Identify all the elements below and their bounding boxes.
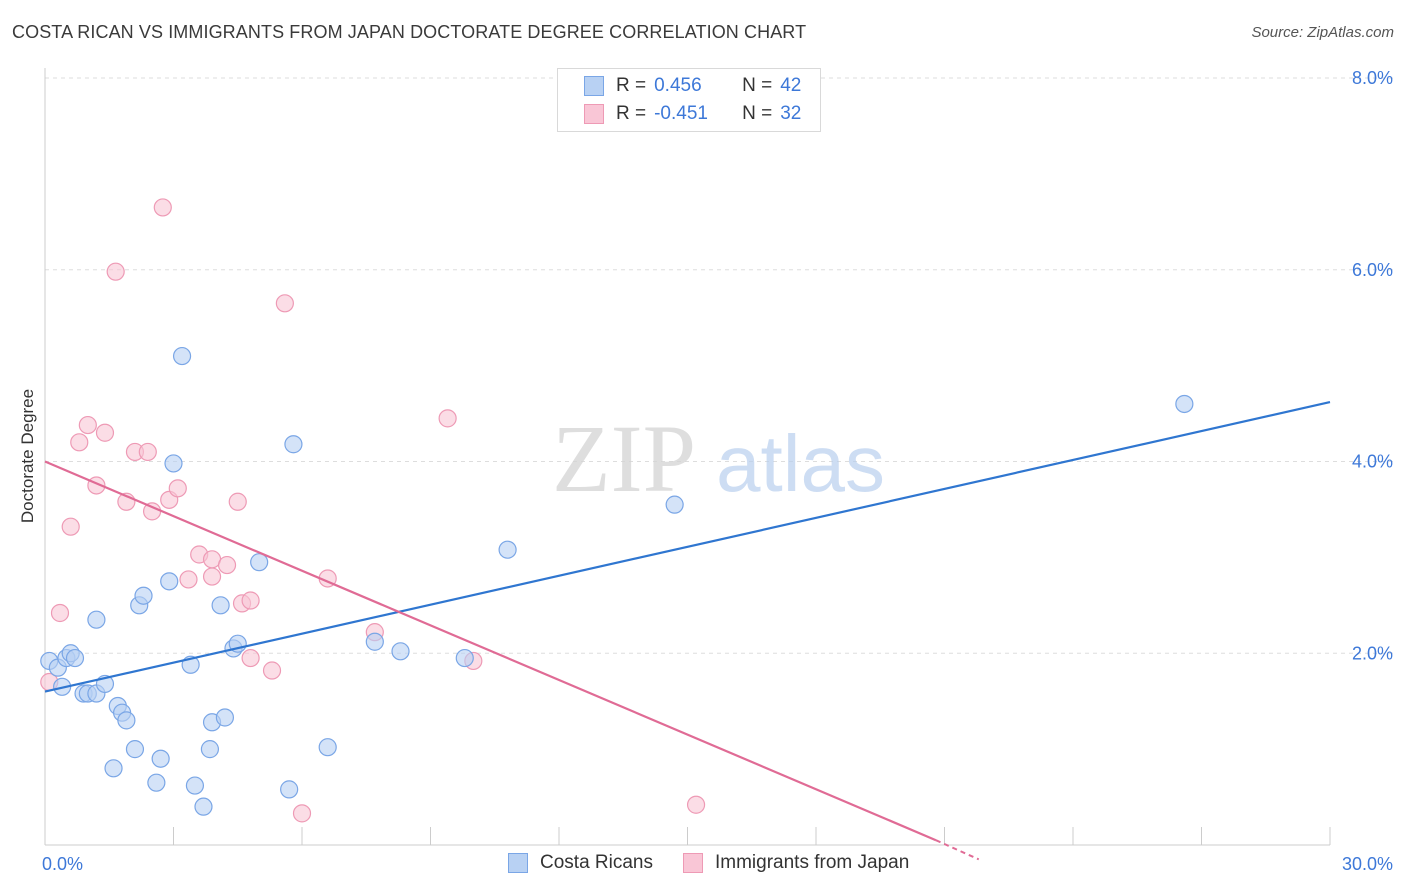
legend-r-value: 0.456 (654, 75, 702, 96)
data-point (280, 780, 299, 799)
x-tick-label: 30.0% (1342, 854, 1393, 874)
data-point (106, 262, 125, 281)
source-label: Source: ZipAtlas.com (1251, 24, 1394, 41)
axes (44, 68, 1331, 846)
trend-line-extension (935, 839, 980, 861)
legend-row-immigrants-from-japan: R = -0.451 N = 32 (584, 101, 801, 127)
legend-swatch-pink (683, 853, 703, 873)
data-point (1175, 394, 1194, 414)
x-tick-label: 0.0% (42, 854, 83, 874)
data-point (202, 567, 222, 586)
data-point (50, 603, 70, 623)
data-point (262, 661, 282, 680)
series-costa-ricans (40, 346, 1194, 816)
data-point (455, 648, 474, 668)
series-legend: Costa Ricans Immigrants from Japan (508, 852, 939, 874)
y-tick-label: 6.0% (1352, 260, 1393, 280)
legend-n-value: 32 (780, 103, 802, 124)
data-point (104, 759, 123, 778)
data-point (438, 409, 457, 428)
data-point (65, 648, 85, 668)
watermark-atlas: atlas (716, 419, 885, 508)
data-point (194, 797, 213, 816)
data-point (200, 740, 220, 759)
legend-r-label: R = (616, 75, 647, 96)
y-tick-label: 2.0% (1352, 643, 1393, 663)
data-point (78, 415, 97, 435)
legend-swatch-blue (508, 853, 528, 873)
trend-lines (44, 400, 1331, 861)
legend-n-value: 42 (780, 75, 802, 96)
data-point (151, 749, 170, 768)
legend-label-costa-ricans: Costa Ricans (540, 852, 653, 873)
data-point (61, 517, 80, 536)
data-point (211, 596, 230, 615)
data-point (125, 740, 145, 759)
data-point (138, 442, 157, 462)
data-point (391, 642, 410, 661)
data-point (185, 776, 205, 795)
data-point (215, 708, 234, 727)
correlation-legend: R = 0.456 N = 42 R = -0.451 N = 32 (557, 68, 821, 132)
data-point (70, 433, 89, 452)
legend-row-costa-ricans: R = 0.456 N = 42 (584, 73, 801, 99)
data-point (665, 495, 684, 514)
legend-n-label: N = (742, 103, 773, 124)
watermark: ZIP atlas (552, 405, 885, 512)
data-point (228, 492, 247, 511)
trend-line-immigrants-from-japan (44, 460, 937, 842)
data-point (164, 454, 183, 473)
data-point (160, 572, 179, 591)
data-point (284, 435, 303, 454)
data-point (172, 346, 192, 366)
data-point (241, 591, 260, 610)
legend-swatch-blue (584, 76, 604, 96)
grid-lines (45, 77, 1393, 654)
data-point (147, 773, 166, 792)
legend-item-costa-ricans: Costa Ricans (508, 852, 653, 874)
data-point (87, 610, 106, 629)
data-point (217, 555, 237, 575)
data-point (168, 479, 187, 498)
data-point (134, 586, 153, 605)
chart-title: COSTA RICAN VS IMMIGRANTS FROM JAPAN DOC… (12, 22, 807, 42)
legend-label-immigrants-from-japan: Immigrants from Japan (715, 852, 910, 873)
data-point (179, 570, 198, 589)
legend-r-value: -0.451 (654, 103, 708, 124)
data-point (275, 294, 294, 313)
data-point (498, 540, 517, 559)
watermark-zip: ZIP (552, 405, 696, 512)
data-point (95, 423, 115, 442)
legend-swatch-pink (584, 104, 604, 124)
data-point (153, 198, 172, 217)
trend-line-costa-ricans (44, 400, 1331, 693)
y-tick-label: 8.0% (1352, 68, 1393, 88)
data-point (241, 648, 260, 668)
data-point (292, 804, 312, 823)
legend-r-label: R = (616, 103, 647, 124)
data-point (318, 738, 337, 757)
y-tick-label: 4.0% (1352, 452, 1393, 472)
tick-labels: 2.0% 4.0% 6.0% 8.0% 0.0% 30.0% (42, 68, 1393, 874)
data-point (117, 711, 136, 730)
data-point (365, 632, 384, 651)
legend-n-label: N = (742, 75, 773, 96)
data-point (686, 795, 706, 814)
legend-item-immigrants-from-japan: Immigrants from Japan (683, 852, 909, 874)
